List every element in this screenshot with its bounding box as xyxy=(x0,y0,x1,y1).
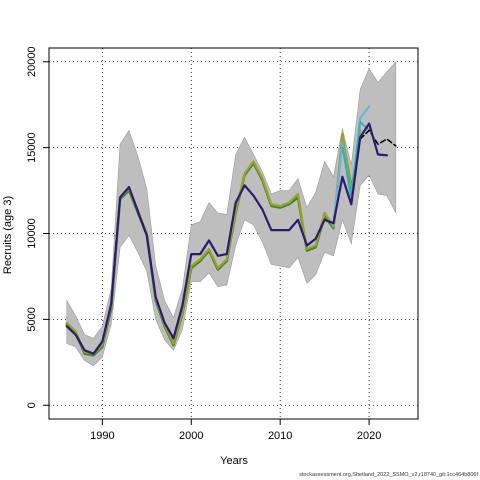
x-tick-label: 2000 xyxy=(179,430,203,442)
x-axis-ticks: 1990 2000 2010 2020 xyxy=(90,419,381,442)
confidence-band xyxy=(66,60,397,367)
y-axis-ticks: 0 5000 10000 15000 20000 xyxy=(26,46,49,408)
series-line-6 xyxy=(65,122,388,355)
y-tick-label: 0 xyxy=(26,402,38,408)
y-tick-label: 5000 xyxy=(26,307,38,331)
y-tick-label: 10000 xyxy=(26,218,38,249)
series-line-4 xyxy=(341,121,371,197)
series-line-5 xyxy=(359,129,397,147)
x-axis-label: Years xyxy=(220,455,248,467)
y-tick-label: 15000 xyxy=(26,132,38,163)
footnote: stockassessment.org,Shetland_2022_SSMO_v… xyxy=(299,472,478,478)
x-tick-label: 1990 xyxy=(90,430,114,442)
x-tick-label: 2020 xyxy=(357,430,381,442)
y-tick-label: 20000 xyxy=(26,46,38,77)
series-lines xyxy=(65,105,397,357)
y-axis-label: Recruits (age 3) xyxy=(2,196,14,274)
x-tick-label: 2010 xyxy=(268,430,292,442)
